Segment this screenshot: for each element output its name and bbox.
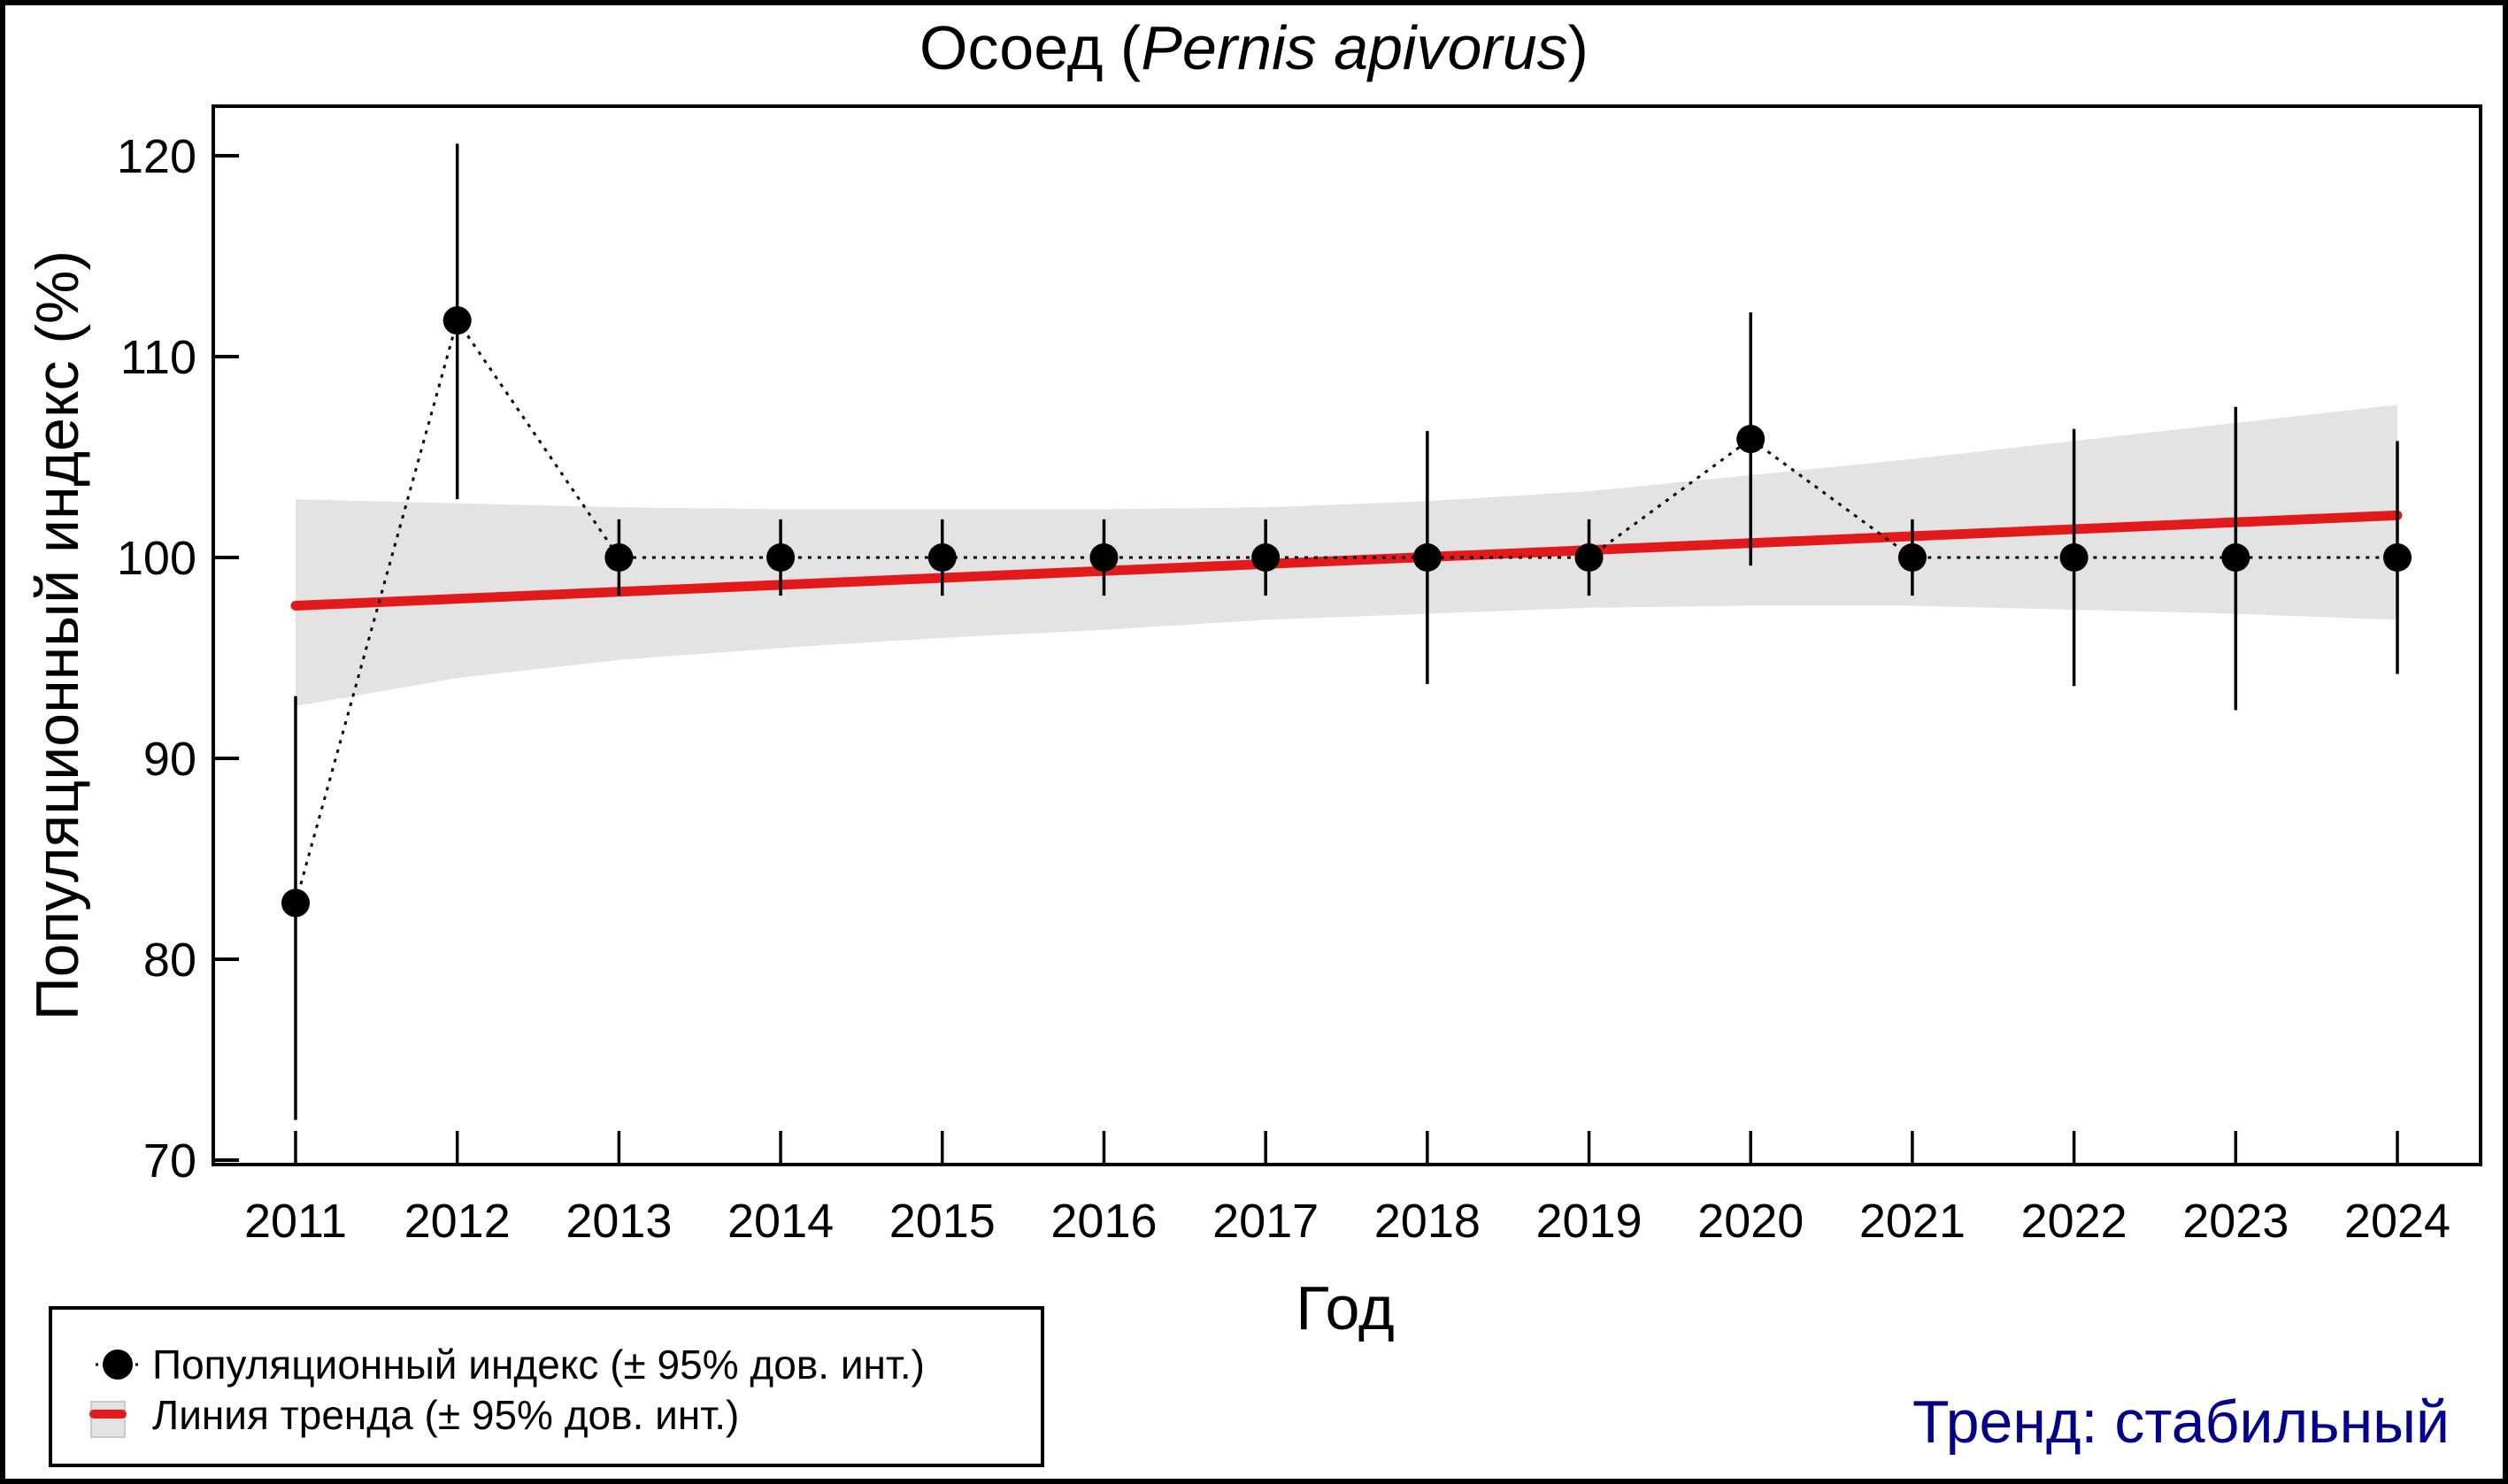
y-tick-label: 90 bbox=[143, 733, 196, 786]
x-tick-label: 2019 bbox=[1535, 1195, 1642, 1248]
y-tick-label: 120 bbox=[117, 130, 196, 183]
x-axis-label: Год bbox=[1296, 1273, 1394, 1342]
index-point-2019 bbox=[1574, 543, 1604, 572]
index-point-2014 bbox=[766, 543, 796, 572]
index-point-2023 bbox=[2221, 543, 2250, 572]
index-point-2018 bbox=[1412, 543, 1442, 572]
trend-status-annotation: Тренд: стабильный bbox=[1912, 1388, 2450, 1456]
x-tick-label: 2024 bbox=[2344, 1195, 2450, 1248]
legend-label-trend: Линия тренда (± 95% дов. инт.) bbox=[152, 1392, 739, 1438]
index-point-2016 bbox=[1089, 543, 1119, 572]
index-point-layer bbox=[281, 306, 2412, 918]
index-point-2017 bbox=[1251, 543, 1281, 572]
x-tick-label: 2017 bbox=[1212, 1195, 1319, 1248]
y-tick-label: 100 bbox=[117, 532, 196, 585]
trend-line bbox=[290, 510, 2403, 611]
x-tick-label: 2021 bbox=[1859, 1195, 1966, 1248]
chart-title-species: Pernis apivorus bbox=[1141, 13, 1567, 82]
chart-title: Осоед (Pernis apivorus) bbox=[919, 13, 1589, 82]
index-point-2022 bbox=[2059, 543, 2089, 572]
x-tick-label: 2011 bbox=[244, 1195, 347, 1248]
x-tick-label: 2018 bbox=[1374, 1195, 1481, 1248]
trend-ci-band bbox=[296, 404, 2397, 706]
x-axis-ticks: 2011 2012 2013 2014 2015 2016 2017 2018 2019 2020… bbox=[244, 1131, 2450, 1248]
index-point-2020 bbox=[1736, 425, 1766, 454]
x-tick-label: 2012 bbox=[404, 1195, 511, 1248]
legend-entry-index: Популяционный индекс (± 95% дов. инт.) bbox=[96, 1342, 925, 1388]
index-connector-line bbox=[294, 317, 2397, 903]
x-tick-label: 2015 bbox=[889, 1195, 996, 1248]
x-tick-label: 2020 bbox=[1697, 1195, 1804, 1248]
index-point-2013 bbox=[604, 543, 634, 572]
legend: Популяционный индекс (± 95% дов. инт.) Л… bbox=[49, 1306, 1044, 1467]
x-tick-label: 2022 bbox=[2021, 1195, 2127, 1248]
y-axis-ticks: 70 80 90 100 110 120 bbox=[117, 130, 239, 1188]
chart-title-close: ) bbox=[1568, 13, 1589, 82]
x-tick-label: 2016 bbox=[1050, 1195, 1157, 1248]
y-tick-label: 70 bbox=[143, 1134, 196, 1188]
x-tick-label: 2023 bbox=[2182, 1195, 2289, 1248]
index-connector-layer bbox=[294, 317, 2397, 903]
index-point-2021 bbox=[1897, 543, 1927, 572]
y-tick-label: 110 bbox=[120, 331, 196, 384]
y-axis-label: Популяционный индекс (%) bbox=[24, 250, 91, 1020]
legend-label-index: Популяционный индекс (± 95% дов. инт.) bbox=[152, 1342, 925, 1388]
index-point-2015 bbox=[927, 543, 957, 572]
chart-title-common-name: Осоед ( bbox=[919, 13, 1141, 82]
x-tick-label: 2013 bbox=[565, 1195, 672, 1248]
trend-line-layer bbox=[290, 510, 2403, 611]
legend-band-icon bbox=[90, 1401, 126, 1438]
plot-frame bbox=[212, 104, 2482, 1166]
legend-box bbox=[49, 1306, 1044, 1467]
index-point-2024 bbox=[2383, 543, 2412, 572]
legend-point-icon bbox=[103, 1349, 133, 1380]
y-tick-label: 80 bbox=[143, 934, 196, 987]
legend-entry-trend: Линия тренда (± 95% дов. инт.) bbox=[89, 1392, 739, 1438]
index-point-2012 bbox=[442, 306, 472, 335]
x-tick-label: 2014 bbox=[727, 1195, 834, 1248]
trend-ci-band-layer bbox=[296, 404, 2397, 706]
index-point-2011 bbox=[281, 888, 310, 918]
